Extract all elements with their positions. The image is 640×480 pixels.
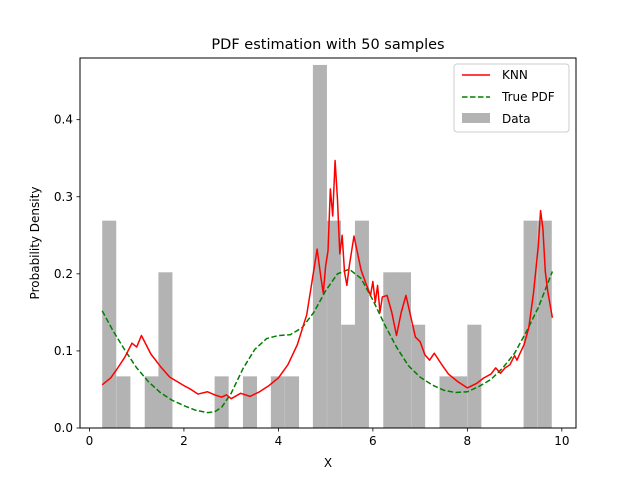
histogram-bar xyxy=(341,324,356,428)
x-tick-label: 2 xyxy=(180,434,188,448)
legend-knn-label: KNN xyxy=(502,68,528,82)
x-tick-label: 8 xyxy=(464,434,472,448)
y-axis-ticks: 0.0 0.1 0.2 0.3 0.4 xyxy=(54,113,80,435)
x-tick-label: 0 xyxy=(86,434,94,448)
histogram-bar xyxy=(467,324,482,428)
plot-frame xyxy=(79,57,577,429)
legend-data-swatch xyxy=(462,113,490,123)
histogram-bar xyxy=(439,376,454,428)
histogram-bar xyxy=(383,272,398,428)
histogram-bar xyxy=(327,220,342,428)
legend-data-label: Data xyxy=(502,112,531,126)
x-tick-label: 6 xyxy=(369,434,377,448)
histogram-bar xyxy=(453,376,468,428)
y-tick-label: 0.3 xyxy=(54,190,73,204)
histogram-bar xyxy=(396,272,411,428)
knn-line xyxy=(101,159,554,400)
histogram-bar xyxy=(270,376,285,428)
histogram-bars xyxy=(102,64,552,428)
legend: KNN True PDF Data xyxy=(453,63,570,133)
histogram-bar xyxy=(158,272,173,428)
histogram-bar xyxy=(116,376,131,428)
chart-title: PDF estimation with 50 samples xyxy=(211,37,444,53)
y-tick-label: 0.4 xyxy=(54,113,73,127)
histogram-bar xyxy=(312,64,327,428)
histogram-bar xyxy=(537,220,552,428)
histogram-bar xyxy=(102,220,117,428)
x-tick-label: 10 xyxy=(554,434,569,448)
y-tick-label: 0.0 xyxy=(54,421,73,435)
x-tick-label: 4 xyxy=(275,434,283,448)
histogram-bar xyxy=(354,220,369,428)
x-axis-ticks: 0 2 4 6 8 10 xyxy=(86,428,569,448)
y-tick-label: 0.2 xyxy=(54,267,73,281)
series-lines xyxy=(101,159,554,414)
histogram-bar xyxy=(214,376,229,428)
histogram-bar xyxy=(242,376,258,428)
legend-true-pdf-label: True PDF xyxy=(501,90,555,104)
histogram-bar xyxy=(144,376,159,428)
x-axis-label: X xyxy=(324,456,332,470)
y-axis-label: Probability Density xyxy=(28,187,42,300)
true-pdf-line xyxy=(101,268,554,414)
y-tick-label: 0.1 xyxy=(54,344,73,358)
histogram-bar xyxy=(285,376,300,428)
histogram-bar xyxy=(411,324,426,428)
